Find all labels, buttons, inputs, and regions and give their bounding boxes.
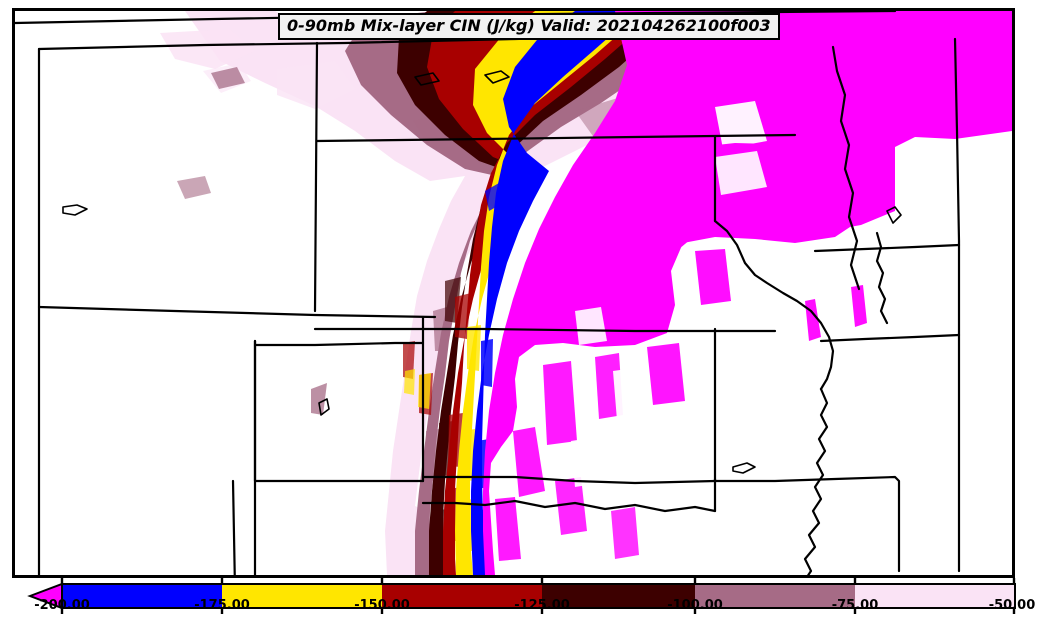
map-panel [12, 8, 1015, 578]
colorbar-tick-label: -150.00 [354, 598, 410, 613]
map-title-box: 0-90mb Mix-layer CIN (J/kg) Valid: 20210… [278, 13, 780, 40]
map-plot-area [15, 11, 1012, 575]
colorbar-ticks [60, 578, 1016, 614]
map-title-text: 0-90mb Mix-layer CIN (J/kg) Valid: 20210… [287, 16, 771, 35]
colorbar-tick-label: -50.00 [988, 598, 1036, 613]
colorbar-swatches [27, 578, 1016, 614]
colorbar: -200.00 -175.00 -150.00 -125.00 -100.00 … [0, 578, 1044, 633]
colorbar-tick-label: -75.00 [831, 598, 879, 613]
colorbar-tick-label: -200.00 [34, 598, 90, 613]
colorbar-tick-label: -125.00 [514, 598, 570, 613]
colorbar-tick-label: -100.00 [667, 598, 723, 613]
cin-contour-field [15, 11, 1012, 575]
geographic-boundaries [15, 11, 961, 575]
colorbar-tick-label: -175.00 [194, 598, 250, 613]
contour-magenta-lobe-east [661, 139, 895, 259]
colorbar-body [61, 583, 1016, 609]
